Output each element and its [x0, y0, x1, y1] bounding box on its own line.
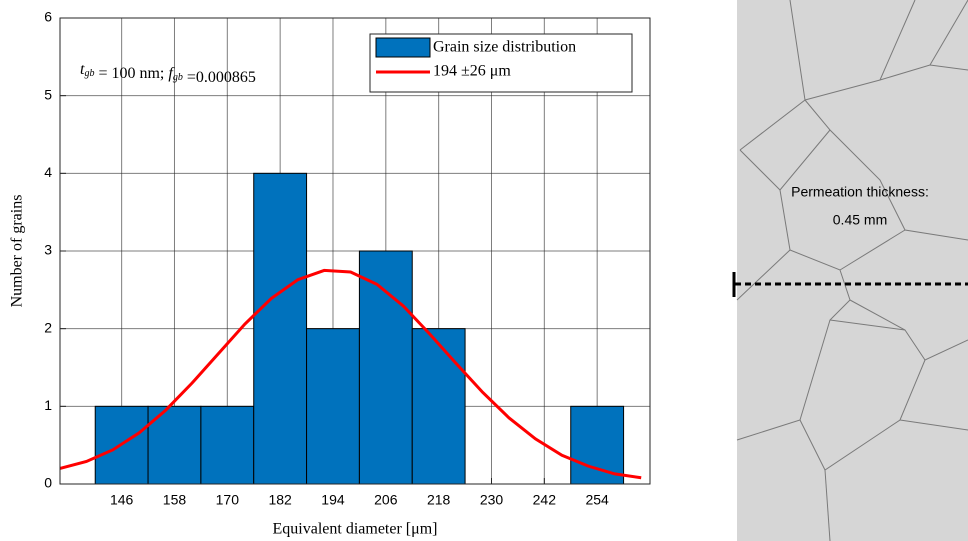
inset-label: Permeation thickness: [791, 184, 929, 200]
annotation-text: = 100 nm; [94, 65, 168, 82]
y-tick-label: 5 [44, 86, 52, 102]
x-tick-label: 254 [585, 492, 609, 508]
x-axis-label: Equivalent diameter [μm] [273, 521, 438, 538]
bar [411, 328, 466, 485]
y-axis-label: Number of grains [9, 195, 26, 308]
x-tick-label: 158 [163, 492, 187, 508]
y-tick-label: 0 [44, 475, 52, 491]
annotation-subscript: gb [173, 72, 183, 83]
x-tick-label: 146 [110, 492, 134, 508]
plot-frame [59, 17, 651, 485]
y-tick-label: 6 [44, 9, 52, 25]
bar [358, 250, 413, 485]
legend-label: 194 ±26 μm [433, 63, 511, 80]
annotation-subscript: gb [84, 68, 94, 79]
bar [253, 172, 308, 485]
fit-curve [59, 268, 642, 480]
annotation-text: =0.000865 [183, 69, 256, 86]
annotation-text: t [80, 61, 85, 78]
annotation-text: f [168, 65, 175, 82]
panel-background [737, 0, 968, 541]
inset-value: 0.45 mm [833, 212, 887, 228]
x-tick-label: 182 [268, 492, 292, 508]
legend-swatch [375, 37, 431, 58]
x-tick-label: 242 [533, 492, 557, 508]
x-tick-label: 230 [480, 492, 504, 508]
x-tick-label: 218 [427, 492, 451, 508]
annotation: tgb = 100 nm; fgb =0.000865 [80, 61, 256, 86]
y-tick-label: 3 [44, 242, 52, 258]
y-tick-label: 1 [44, 397, 52, 413]
x-tick-label: 206 [374, 492, 398, 508]
x-tick-label: 194 [321, 492, 345, 508]
x-tick-label: 170 [216, 492, 240, 508]
y-tick-label: 4 [44, 164, 52, 180]
bar [200, 405, 255, 485]
bar [570, 405, 625, 485]
legend-label: Grain size distribution [433, 39, 576, 56]
voronoi-panel: Permeation thickness: 0.45 mm [732, 0, 968, 541]
bar [306, 328, 360, 485]
y-tick-label: 2 [44, 319, 52, 335]
grain-boundaries [736, 0, 968, 541]
